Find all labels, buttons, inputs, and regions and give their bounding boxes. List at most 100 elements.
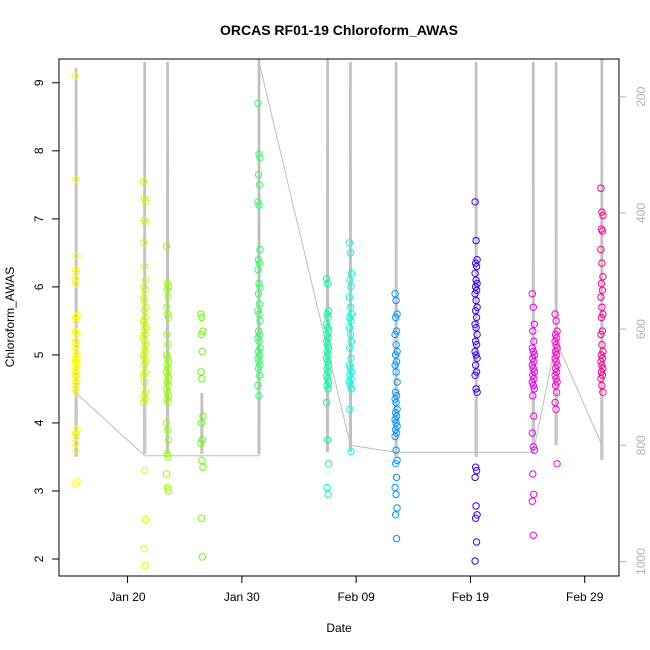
point-rf01-38 bbox=[71, 480, 80, 488]
point-rf09-25 bbox=[471, 371, 479, 379]
point-rf12-8 bbox=[597, 279, 606, 288]
point-rf06-4 bbox=[324, 313, 332, 322]
point-rf09-27 bbox=[473, 388, 481, 396]
point-rf12-2 bbox=[599, 211, 607, 220]
point-rf01-37 bbox=[73, 477, 81, 485]
point-rf07-1 bbox=[346, 249, 355, 257]
point-rf08-25 bbox=[391, 432, 399, 441]
point-rf01-7 bbox=[73, 311, 81, 320]
point-rf09-11 bbox=[472, 296, 480, 305]
y2-axis: 200 400 600 800 1000 bbox=[619, 86, 648, 575]
point-rf03-15 bbox=[162, 368, 171, 376]
point-rf03-8 bbox=[163, 330, 171, 339]
y-axis-label: Chloroform_AWAS bbox=[3, 267, 17, 367]
point-rf04-13 bbox=[197, 514, 206, 522]
point-rf03-32 bbox=[164, 487, 173, 495]
y-axis: 2 3 4 5 6 7 8 9 bbox=[32, 79, 59, 562]
pressure-traces bbox=[74, 58, 604, 460]
point-rf10-20 bbox=[528, 429, 536, 437]
point-rf09-22 bbox=[473, 354, 481, 362]
point-rf07-13 bbox=[346, 344, 354, 352]
y-tick-label-2: 2 bbox=[32, 555, 46, 562]
point-rf03-6 bbox=[163, 310, 172, 318]
point-rf03-2 bbox=[164, 283, 173, 291]
point-rf03-20 bbox=[162, 385, 171, 393]
point-rf05-27 bbox=[256, 361, 264, 369]
point-rf10-25 bbox=[528, 497, 536, 505]
x-axis-label: Date bbox=[326, 621, 352, 635]
point-rf12-15 bbox=[597, 330, 605, 339]
point-rf08-3 bbox=[391, 313, 400, 322]
point-rf09-4 bbox=[472, 262, 481, 271]
point-rf06-5 bbox=[322, 320, 331, 328]
point-rf05-6 bbox=[255, 201, 263, 210]
x-tick-label-2016-02-19: Feb 19 bbox=[452, 590, 490, 604]
point-rf02-28 bbox=[140, 361, 148, 369]
point-rf06-15 bbox=[322, 354, 331, 362]
point-rf07-21 bbox=[346, 381, 355, 390]
point-rf10-1 bbox=[529, 303, 537, 311]
point-rf12-4 bbox=[598, 227, 607, 235]
point-rf05-30 bbox=[254, 381, 262, 390]
point-rf03-27 bbox=[164, 436, 173, 444]
point-rf09-33 bbox=[471, 514, 480, 522]
point-rf06-25 bbox=[322, 398, 331, 407]
point-rf07-22 bbox=[347, 385, 356, 393]
point-rf02-5 bbox=[140, 239, 148, 247]
point-rf06-29 bbox=[324, 490, 332, 499]
point-rf09-14 bbox=[472, 313, 481, 322]
point-rf01-1 bbox=[72, 175, 80, 184]
point-rf12-27 bbox=[599, 388, 607, 396]
point-rf12-5 bbox=[597, 245, 605, 254]
point-rf08-34 bbox=[392, 534, 401, 543]
point-rf11-18 bbox=[551, 381, 560, 390]
y-tick-label-5: 5 bbox=[32, 351, 46, 358]
point-rf02-34 bbox=[141, 395, 149, 403]
point-rf06-26 bbox=[323, 436, 332, 444]
point-rf05-0 bbox=[254, 99, 262, 107]
point-rf07-14 bbox=[347, 354, 355, 362]
point-rf09-18 bbox=[471, 337, 480, 345]
point-rf04-4 bbox=[198, 347, 207, 356]
point-rf04-7 bbox=[199, 412, 207, 420]
point-rf10-2 bbox=[530, 320, 538, 328]
point-rf05-29 bbox=[255, 371, 264, 379]
point-rf04-9 bbox=[198, 436, 207, 444]
point-rf07-24 bbox=[347, 447, 355, 456]
pressure-connector bbox=[75, 61, 603, 457]
point-rf05-12 bbox=[256, 283, 264, 291]
point-rf03-30 bbox=[162, 470, 171, 478]
point-rf09-17 bbox=[473, 330, 481, 339]
y2-tick-label-600: 600 bbox=[634, 319, 648, 339]
point-rf05-4 bbox=[255, 181, 264, 189]
point-rf04-6 bbox=[198, 375, 206, 383]
point-rf04-0 bbox=[197, 310, 205, 318]
point-rf12-1 bbox=[598, 208, 606, 216]
point-rf11-10 bbox=[551, 354, 559, 362]
point-rf02-15 bbox=[140, 317, 148, 325]
point-rf12-16 bbox=[598, 341, 606, 349]
point-rf12-0 bbox=[597, 184, 605, 192]
point-rf01-17 bbox=[73, 351, 81, 359]
y2-tick-label-800: 800 bbox=[634, 435, 648, 455]
point-rf03-23 bbox=[163, 395, 171, 403]
point-rf02-0 bbox=[140, 177, 148, 186]
point-rf10-22 bbox=[530, 446, 538, 454]
point-rf05-14 bbox=[255, 300, 264, 308]
x-tick-label-2016-01-20: Jan 20 bbox=[110, 590, 146, 604]
point-rf01-8 bbox=[71, 313, 80, 322]
point-rf11-0 bbox=[551, 310, 559, 318]
point-rf02-11 bbox=[141, 296, 149, 305]
point-rf02-36 bbox=[141, 466, 149, 475]
point-rf07-0 bbox=[345, 239, 354, 247]
point-rf06-0 bbox=[322, 275, 331, 283]
point-rf08-4 bbox=[392, 327, 401, 335]
point-rf04-11 bbox=[198, 456, 206, 465]
point-rf10-0 bbox=[528, 290, 536, 298]
point-rf10-15 bbox=[528, 378, 536, 386]
point-rf07-12 bbox=[347, 337, 356, 345]
point-rf12-24 bbox=[598, 371, 607, 379]
point-rf08-16 bbox=[392, 398, 400, 407]
point-rf04-5 bbox=[197, 368, 205, 376]
point-rf01-0 bbox=[71, 72, 79, 80]
